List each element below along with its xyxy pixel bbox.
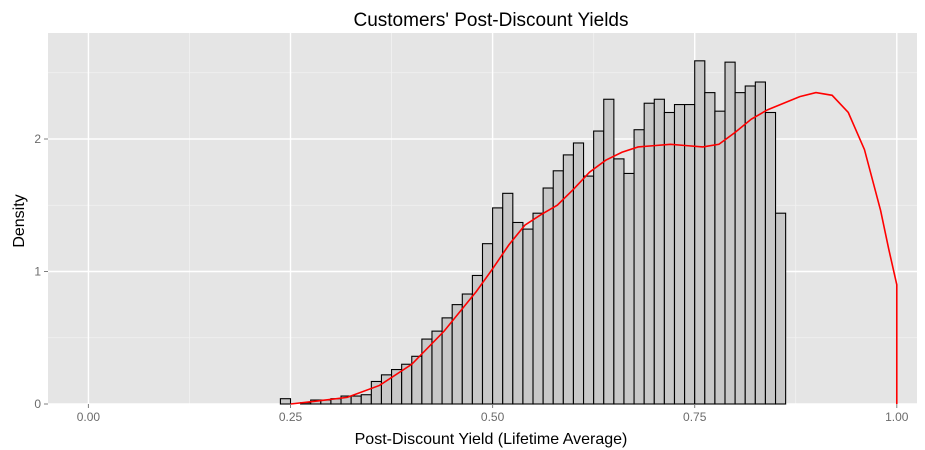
- histogram-bar: [492, 207, 504, 405]
- histogram-bar: [461, 293, 473, 405]
- histogram-bar: [512, 221, 524, 405]
- y-tick-label: 1: [34, 265, 41, 279]
- x-tick-label: 1.00: [885, 410, 909, 424]
- chart-title: Customers' Post-Discount Yields: [353, 10, 628, 31]
- x-tick-label: 0.75: [683, 410, 707, 424]
- histogram-bar: [562, 154, 574, 405]
- histogram-bar: [572, 142, 585, 405]
- histogram-bar: [623, 172, 635, 405]
- histogram-bar: [360, 394, 372, 405]
- histogram-bar: [684, 104, 696, 405]
- histogram-bar: [603, 98, 615, 405]
- histogram-bar: [633, 129, 645, 405]
- histogram-bar: [663, 111, 676, 405]
- histogram-bar: [279, 398, 292, 405]
- histogram-bars: [279, 60, 787, 405]
- histogram-bar: [754, 81, 766, 405]
- histogram-bar: [542, 187, 554, 405]
- histogram-bar: [582, 175, 595, 405]
- y-tick-label: 2: [34, 132, 41, 146]
- histogram-bar: [673, 104, 686, 405]
- x-tick-label: 0.25: [279, 410, 303, 424]
- histogram-bar: [522, 228, 534, 405]
- histogram-bar: [613, 158, 625, 405]
- histogram-bar: [593, 130, 605, 405]
- histogram-bar: [724, 61, 736, 405]
- x-tick-label: 0.00: [77, 410, 101, 424]
- histogram-bar: [704, 92, 716, 405]
- histogram-bar: [764, 111, 777, 405]
- histogram-bar: [643, 102, 655, 405]
- x-axis-title: Post-Discount Yield (Lifetime Average): [355, 431, 628, 448]
- x-axis-ticks: 0.00 0.25 0.50 0.75 1.00: [77, 404, 909, 424]
- histogram-bar: [734, 92, 746, 405]
- histogram-bar: [714, 110, 726, 405]
- histogram-bar: [481, 243, 494, 405]
- y-tick-label: 0: [34, 397, 41, 411]
- y-axis-title: Density: [11, 194, 28, 247]
- histogram-bar: [694, 60, 706, 405]
- histogram-bar: [502, 192, 514, 405]
- density-curve: [290, 91, 898, 405]
- histogram-bar: [350, 395, 362, 405]
- y-axis-ticks: 0 1 2: [34, 132, 48, 411]
- x-tick-label: 0.50: [481, 410, 505, 424]
- histogram-bar: [744, 85, 756, 405]
- histogram-bar: [532, 212, 544, 405]
- histogram-bar: [774, 212, 787, 405]
